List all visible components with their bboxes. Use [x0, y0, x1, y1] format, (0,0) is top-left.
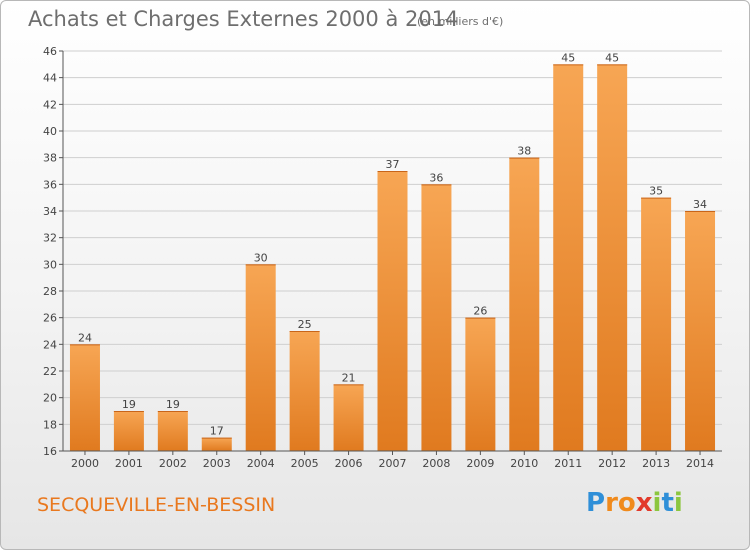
x-tick-label-2004: 2004: [247, 457, 275, 470]
logo-letter: i: [652, 488, 662, 518]
bar-2014: [685, 211, 716, 451]
x-tick-label-2011: 2011: [554, 457, 582, 470]
x-tick-label-2008: 2008: [422, 457, 450, 470]
bar-2011: [553, 64, 584, 452]
y-tick-label: 30: [43, 258, 57, 271]
bar-2008: [421, 184, 452, 452]
bar-2002: [157, 411, 188, 451]
chart-subtitle: (en milliers d'€): [417, 15, 504, 28]
logo-letter: i: [673, 488, 683, 518]
logo-letter: t: [661, 488, 674, 518]
bar-2010: [509, 157, 540, 451]
bar-2007: [377, 171, 408, 451]
commune-name: SECQUEVILLE-EN-BESSIN: [37, 494, 276, 516]
proxiti-logo[interactable]: Proxiti: [586, 488, 683, 518]
data-label-2013: 35: [649, 185, 663, 198]
y-tick-label: 18: [43, 418, 57, 431]
logo-letter: o: [617, 488, 636, 518]
x-tick-label-2009: 2009: [466, 457, 494, 470]
labels: 16 18 20 22 24 26 28 30 32 34 36 38 40 42 44 46 24 2000 19…: [43, 45, 714, 470]
chart-title: Achats et Charges Externes 2000 à 2014: [28, 7, 459, 31]
x-tick-label-2013: 2013: [642, 457, 670, 470]
data-label-2005: 25: [298, 318, 312, 331]
y-tick-label: 44: [43, 72, 57, 85]
data-label-2003: 17: [210, 425, 224, 438]
logo-letter: r: [605, 488, 618, 518]
data-label-2010: 38: [517, 145, 531, 158]
data-label-2000: 24: [78, 331, 92, 344]
y-tick-label: 38: [43, 152, 57, 165]
y-tick-label: 42: [43, 98, 57, 111]
data-label-2011: 45: [561, 51, 575, 64]
y-tick-label: 36: [43, 178, 57, 191]
bar-2000: [69, 344, 100, 451]
logo-letter: x: [635, 488, 653, 518]
data-label-2008: 36: [429, 171, 443, 184]
x-tick-label-2005: 2005: [291, 457, 319, 470]
bar-2003: [201, 437, 232, 451]
bar-2001: [113, 411, 144, 451]
logo-letter: P: [586, 488, 606, 518]
data-label-2012: 45: [605, 51, 619, 64]
data-label-2009: 26: [473, 305, 487, 318]
y-tick-label: 46: [43, 45, 57, 58]
bar-2012: [597, 64, 628, 452]
y-tick-label: 24: [43, 338, 57, 351]
x-tick-label-2006: 2006: [335, 457, 363, 470]
data-label-2014: 34: [693, 198, 707, 211]
x-tick-label-2007: 2007: [379, 457, 407, 470]
x-tick-label-2000: 2000: [71, 457, 99, 470]
data-label-2007: 37: [386, 158, 400, 171]
x-tick-label-2010: 2010: [510, 457, 538, 470]
x-tick-label-2014: 2014: [686, 457, 714, 470]
axes: [59, 50, 722, 455]
bar-2004: [245, 264, 276, 451]
y-tick-label: 34: [43, 205, 57, 218]
y-tick-label: 16: [43, 445, 57, 458]
y-tick-label: 40: [43, 125, 57, 138]
data-label-2002: 19: [166, 398, 180, 411]
y-tick-label: 22: [43, 365, 57, 378]
bar-2009: [465, 317, 496, 451]
x-tick-label-2012: 2012: [598, 457, 626, 470]
x-tick-label-2001: 2001: [115, 457, 143, 470]
bar-2006: [333, 384, 364, 451]
y-tick-label: 32: [43, 232, 57, 245]
bar-2013: [641, 197, 672, 451]
data-label-2006: 21: [342, 371, 356, 384]
y-tick-label: 20: [43, 392, 57, 405]
bars: [69, 64, 716, 452]
y-tick-label: 26: [43, 312, 57, 325]
y-tick-label: 28: [43, 285, 57, 298]
data-label-2004: 30: [254, 251, 268, 264]
x-tick-label-2003: 2003: [203, 457, 231, 470]
data-label-2001: 19: [122, 398, 136, 411]
x-tick-label-2002: 2002: [159, 457, 187, 470]
bar-2005: [289, 331, 320, 451]
